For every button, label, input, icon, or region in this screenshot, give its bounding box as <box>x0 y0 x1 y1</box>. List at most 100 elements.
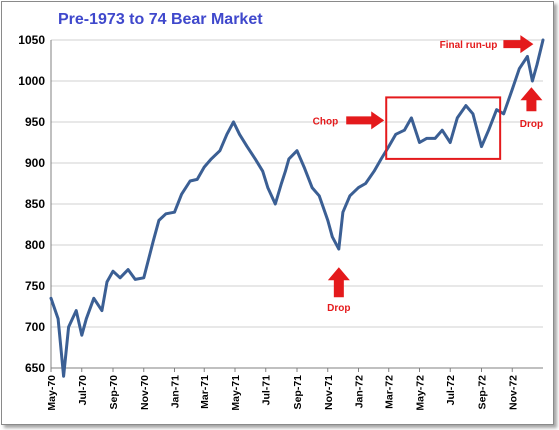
y-tick-label: 900 <box>25 156 45 170</box>
chop-label: Chop <box>313 116 339 127</box>
data-point <box>111 270 115 273</box>
x-axis-ticks: May-70 Jul-70 Sep-70 Nov-70 Jan-71 Mar-71 May-… <box>46 375 519 411</box>
x-tick-label: May-71 <box>230 375 242 411</box>
chop-arrow <box>346 111 385 130</box>
drop-arrow-1971 <box>327 267 350 298</box>
data-point <box>364 182 367 185</box>
annotation-layer: Chop Drop Drop Final run-up <box>313 35 543 314</box>
data-point <box>142 276 145 279</box>
data-point <box>471 112 475 116</box>
data-point <box>502 112 505 116</box>
x-tick-label: Jan-71 <box>170 375 182 408</box>
data-point <box>541 38 545 42</box>
x-tick-label: Jul-70 <box>77 375 89 406</box>
data-point <box>487 129 490 132</box>
data-point <box>287 157 291 161</box>
data-point <box>180 192 183 196</box>
x-tick-label: Jul-71 <box>261 375 273 406</box>
data-point <box>348 194 352 197</box>
data-point <box>157 219 161 222</box>
data-point <box>49 297 53 300</box>
data-point <box>531 79 534 83</box>
y-tick-label: 850 <box>25 197 45 211</box>
data-point <box>410 116 413 120</box>
data-point <box>326 219 329 222</box>
data-point <box>379 157 383 161</box>
data-point <box>433 137 437 140</box>
price-line <box>49 38 545 378</box>
data-point <box>456 116 459 120</box>
line-chart: Pre-1973 to 74 Bear Market 650 700 750 800 8… <box>18 11 545 411</box>
data-point <box>495 108 498 111</box>
y-tick-label: 1050 <box>18 33 45 47</box>
data-point <box>418 141 421 144</box>
data-point <box>56 317 60 320</box>
x-tick-label: Mar-72 <box>384 375 396 409</box>
data-point <box>164 212 168 216</box>
data-point <box>203 165 206 169</box>
data-point <box>85 317 88 320</box>
data-point <box>62 375 65 378</box>
x-tick-label: May-70 <box>46 375 58 411</box>
data-point <box>295 149 299 152</box>
y-axis-ticks: 650 700 750 800 850 900 950 1000 1050 <box>18 33 45 375</box>
data-point <box>302 165 306 169</box>
y-tick-label: 750 <box>25 279 45 293</box>
data-point <box>403 129 406 132</box>
data-point <box>511 88 514 91</box>
drop-arrow-1972 <box>520 87 543 112</box>
x-tick-label: Sep-70 <box>108 375 120 410</box>
data-point <box>105 280 109 284</box>
data-point <box>75 309 78 312</box>
y-tick-label: 650 <box>25 361 45 375</box>
data-point <box>284 170 287 173</box>
data-point <box>518 67 521 70</box>
y-tick-label: 1000 <box>18 74 45 88</box>
data-point <box>195 178 199 181</box>
x-tick-label: Mar-71 <box>199 375 211 409</box>
data-point <box>67 325 70 329</box>
data-point <box>210 157 213 161</box>
final-run-up-label: Final run-up <box>440 40 498 51</box>
x-tick-label: Jan-72 <box>354 375 366 408</box>
axes <box>50 40 543 372</box>
data-point <box>238 133 241 136</box>
data-point <box>341 211 345 214</box>
data-point <box>372 170 376 173</box>
data-point <box>80 334 83 337</box>
x-tick-label: Jul-72 <box>445 375 457 406</box>
data-point <box>310 186 314 189</box>
data-point <box>218 149 222 152</box>
data-point <box>152 239 155 243</box>
data-point <box>274 202 277 206</box>
data-point <box>245 145 249 148</box>
data-point <box>357 186 360 189</box>
data-point <box>317 194 321 197</box>
data-point <box>266 186 269 189</box>
data-point <box>425 137 428 140</box>
data-point <box>337 247 341 251</box>
data-point <box>92 297 96 300</box>
data-point <box>225 133 229 136</box>
x-tick-label: Sep-71 <box>292 375 304 410</box>
x-tick-label: Nov-71 <box>323 375 335 410</box>
final-run-up-arrow <box>503 35 534 54</box>
data-point <box>173 211 176 214</box>
data-point <box>535 63 539 66</box>
y-tick-label: 950 <box>25 115 45 129</box>
data-point <box>253 157 257 161</box>
data-point <box>188 179 192 183</box>
series-layer <box>49 38 545 378</box>
data-point <box>118 276 122 279</box>
y-tick-label: 700 <box>25 320 45 334</box>
data-point <box>133 278 137 281</box>
x-tick-label: May-72 <box>414 375 426 411</box>
data-point <box>126 268 130 271</box>
x-tick-label: Nov-72 <box>507 375 519 410</box>
data-point <box>394 133 398 136</box>
data-point <box>526 55 529 58</box>
data-point <box>331 235 334 238</box>
data-point <box>440 129 444 132</box>
data-point <box>449 141 452 144</box>
chart-frame: Pre-1973 to 74 Bear Market 650 700 750 800 8… <box>1 1 554 425</box>
